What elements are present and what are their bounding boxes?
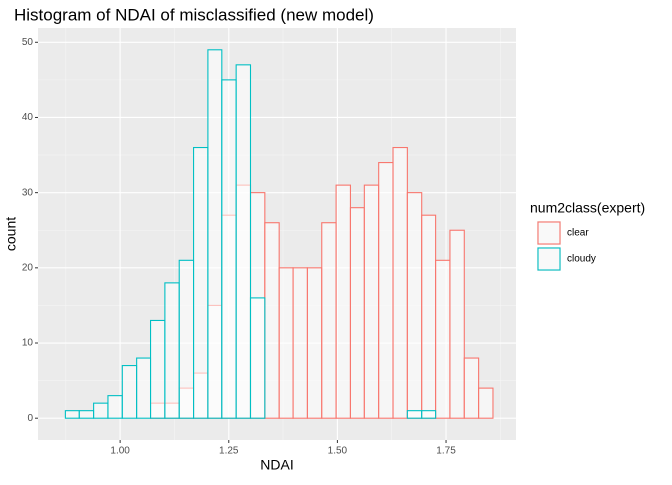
legend-key [537, 247, 561, 271]
chart-title: Histogram of NDAI of misclassified (new … [14, 5, 374, 24]
histogram-bar [378, 162, 394, 419]
histogram-bar [64, 410, 80, 419]
histogram-bar [207, 49, 223, 419]
y-tick-label: 20 [22, 262, 34, 273]
histogram-bar [249, 297, 266, 419]
histogram-bar [107, 395, 123, 419]
histogram-bar [406, 192, 423, 419]
histogram-bar [278, 267, 294, 419]
histogram-bar [478, 387, 494, 419]
histogram-bar [321, 222, 337, 419]
histogram-bar [93, 402, 109, 419]
histogram-bar [421, 214, 437, 419]
histogram-bar [164, 282, 180, 419]
legend-label: clear [567, 228, 589, 239]
histogram-bar [435, 259, 451, 419]
histogram-bar [449, 229, 465, 419]
y-axis-label: count [3, 217, 19, 251]
histogram-bar [349, 207, 365, 419]
x-tick-label: 1.25 [219, 446, 239, 457]
histogram-bar [193, 146, 209, 419]
histogram-bar [178, 259, 195, 419]
y-tick-label: 30 [22, 187, 34, 198]
x-tick-label: 1.50 [328, 446, 348, 457]
legend-key [537, 221, 561, 245]
legend-title: num2class(expert) [530, 200, 645, 216]
histogram-bar [121, 365, 138, 419]
histogram-bar [292, 267, 308, 419]
histogram-bar [264, 222, 280, 419]
histogram-bar [221, 79, 237, 419]
y-tick-label: 50 [22, 37, 34, 48]
histogram-bar [392, 146, 408, 419]
histogram-bar [406, 410, 423, 419]
y-tick-label: 0 [27, 413, 33, 424]
x-tick-label: 1.75 [436, 446, 456, 457]
y-tick-label: 40 [22, 112, 34, 123]
histogram-bar [335, 184, 351, 419]
histogram-bar [363, 184, 380, 419]
histogram-bar [463, 357, 480, 419]
y-tick-label: 10 [22, 338, 34, 349]
x-tick-label: 1.00 [110, 446, 130, 457]
legend-label: cloudy [567, 254, 596, 265]
x-axis-label: NDAI [260, 457, 293, 473]
histogram-bar [136, 357, 152, 419]
histogram-bar [306, 267, 323, 419]
histogram-bar [235, 64, 252, 419]
histogram-bar [149, 319, 166, 419]
histogram-bar [421, 410, 437, 419]
histogram-bar [78, 410, 95, 419]
